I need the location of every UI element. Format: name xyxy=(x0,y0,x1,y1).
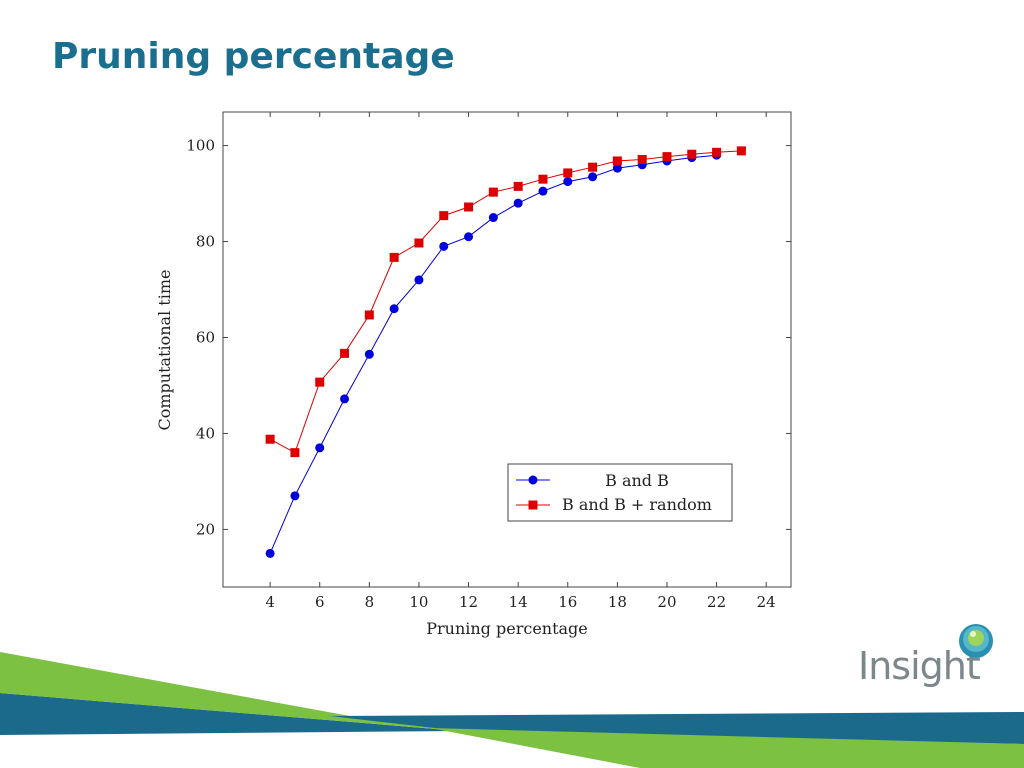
y-tick-label: 100 xyxy=(186,137,215,155)
data-point-series-2 xyxy=(389,252,399,262)
line-chart: 4 6 8 10 12 14 16 18 20 22 24 20 40 60 80 100 Pruning p… xyxy=(155,111,792,638)
data-point-series-1 xyxy=(612,163,622,173)
data-point-series-1 xyxy=(439,241,449,251)
data-point-series-1 xyxy=(315,443,325,453)
logo-text: Insight xyxy=(858,644,981,688)
x-tick-label: 24 xyxy=(757,593,776,611)
y-tick-label: 40 xyxy=(196,424,215,442)
y-axis-label: Computational time xyxy=(155,270,174,431)
data-point-series-2 xyxy=(687,149,697,159)
data-point-series-1 xyxy=(513,198,523,208)
legend: B and B B and B + random xyxy=(507,463,733,522)
y-tick-label: 20 xyxy=(196,520,215,538)
data-point-series-1 xyxy=(290,491,300,501)
data-point-series-2 xyxy=(588,162,598,172)
data-point-series-1 xyxy=(340,394,350,404)
legend-label-series-1: B and B xyxy=(605,471,669,490)
data-point-series-2 xyxy=(538,174,548,184)
legend-box xyxy=(507,463,733,522)
x-tick-label: 10 xyxy=(409,593,428,611)
x-tick-label: 8 xyxy=(365,593,375,611)
data-point-series-1 xyxy=(464,232,474,242)
data-point-series-2 xyxy=(464,202,474,212)
data-point-series-1 xyxy=(563,177,573,187)
data-point-series-2 xyxy=(662,152,672,162)
band-green-left xyxy=(0,652,460,731)
data-point-series-1 xyxy=(389,304,399,314)
x-tick-label: 18 xyxy=(608,593,627,611)
data-point-series-1 xyxy=(538,186,548,196)
x-tick-label: 14 xyxy=(509,593,528,611)
series-layer xyxy=(265,146,746,558)
insight-logo-icon xyxy=(959,624,993,658)
data-point-series-1 xyxy=(414,275,424,285)
y-tick-label: 80 xyxy=(196,233,215,251)
data-point-series-2 xyxy=(612,156,622,166)
data-point-series-2 xyxy=(488,187,498,197)
axis-ticks: 4 6 8 10 12 14 16 18 20 22 24 20 40 60 80 100 xyxy=(186,112,791,611)
x-tick-label: 12 xyxy=(459,593,478,611)
data-point-series-2 xyxy=(637,155,647,164)
data-point-series-2 xyxy=(736,146,746,156)
data-point-series-2 xyxy=(315,377,325,387)
data-point-series-2 xyxy=(712,147,722,157)
data-point-series-2 xyxy=(563,168,573,178)
data-point-series-2 xyxy=(414,238,424,248)
legend-marker-series-2 xyxy=(528,500,538,510)
data-point-series-1 xyxy=(588,172,598,182)
band-blue-right xyxy=(330,712,1024,744)
data-point-series-1 xyxy=(265,548,275,558)
band-blue-left xyxy=(0,693,460,735)
plot-frame xyxy=(222,111,792,588)
data-point-series-1 xyxy=(488,213,498,223)
band-green-right xyxy=(430,728,1024,768)
data-point-series-2 xyxy=(290,448,300,458)
data-point-series-2 xyxy=(364,310,374,320)
data-point-series-2 xyxy=(265,434,275,444)
x-axis-label: Pruning percentage xyxy=(426,619,588,638)
legend-marker-series-1 xyxy=(528,475,538,485)
data-point-series-2 xyxy=(439,211,449,221)
x-tick-label: 20 xyxy=(657,593,676,611)
legend-label-series-2: B and B + random xyxy=(562,495,712,514)
slide-title: Pruning percentage xyxy=(52,36,455,77)
x-tick-label: 6 xyxy=(315,593,325,611)
data-point-series-2 xyxy=(513,181,523,191)
x-tick-label: 16 xyxy=(558,593,577,611)
x-tick-label: 22 xyxy=(707,593,726,611)
x-tick-label: 4 xyxy=(265,593,275,611)
y-tick-label: 60 xyxy=(196,329,215,347)
data-point-series-2 xyxy=(340,348,350,358)
data-point-series-1 xyxy=(364,349,374,359)
